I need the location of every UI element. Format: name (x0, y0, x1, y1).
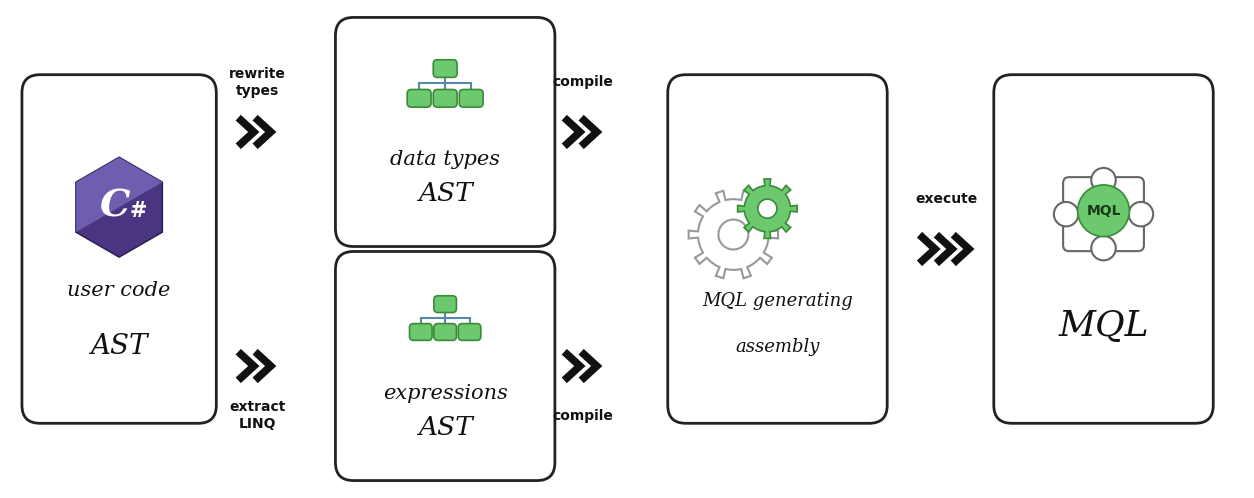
Text: #: # (129, 201, 147, 221)
Text: AST: AST (418, 181, 473, 206)
Text: MQL: MQL (1058, 309, 1149, 343)
FancyBboxPatch shape (335, 17, 554, 247)
Circle shape (1091, 168, 1116, 192)
Text: execute: execute (915, 192, 978, 206)
Circle shape (1053, 202, 1078, 227)
Text: extract
LINQ: extract LINQ (229, 400, 285, 431)
Text: user code: user code (68, 281, 171, 300)
Circle shape (1091, 236, 1116, 260)
Circle shape (1129, 202, 1154, 227)
PathPatch shape (737, 179, 798, 239)
Text: C: C (100, 188, 130, 225)
Text: assembly: assembly (735, 338, 820, 356)
Text: compile: compile (553, 409, 613, 423)
FancyBboxPatch shape (434, 324, 456, 340)
FancyBboxPatch shape (434, 296, 456, 313)
FancyBboxPatch shape (408, 90, 431, 107)
FancyBboxPatch shape (410, 324, 433, 340)
Text: compile: compile (553, 75, 613, 89)
FancyBboxPatch shape (335, 251, 554, 481)
PathPatch shape (688, 191, 777, 278)
Text: MQL generating: MQL generating (702, 292, 853, 310)
FancyBboxPatch shape (433, 60, 458, 77)
FancyBboxPatch shape (459, 90, 483, 107)
Text: AST: AST (418, 415, 473, 440)
Text: MQL: MQL (1086, 204, 1121, 218)
FancyBboxPatch shape (993, 75, 1213, 423)
Text: data types: data types (390, 150, 500, 169)
FancyBboxPatch shape (458, 324, 480, 340)
FancyBboxPatch shape (667, 75, 887, 423)
PathPatch shape (719, 220, 749, 249)
Polygon shape (75, 157, 163, 257)
FancyBboxPatch shape (1063, 177, 1144, 251)
FancyBboxPatch shape (433, 90, 458, 107)
Text: expressions: expressions (382, 384, 508, 403)
PathPatch shape (757, 199, 777, 218)
Polygon shape (75, 157, 163, 232)
Text: rewrite
types: rewrite types (228, 67, 286, 98)
FancyBboxPatch shape (21, 75, 216, 423)
Text: AST: AST (90, 333, 148, 360)
Circle shape (1077, 185, 1130, 237)
